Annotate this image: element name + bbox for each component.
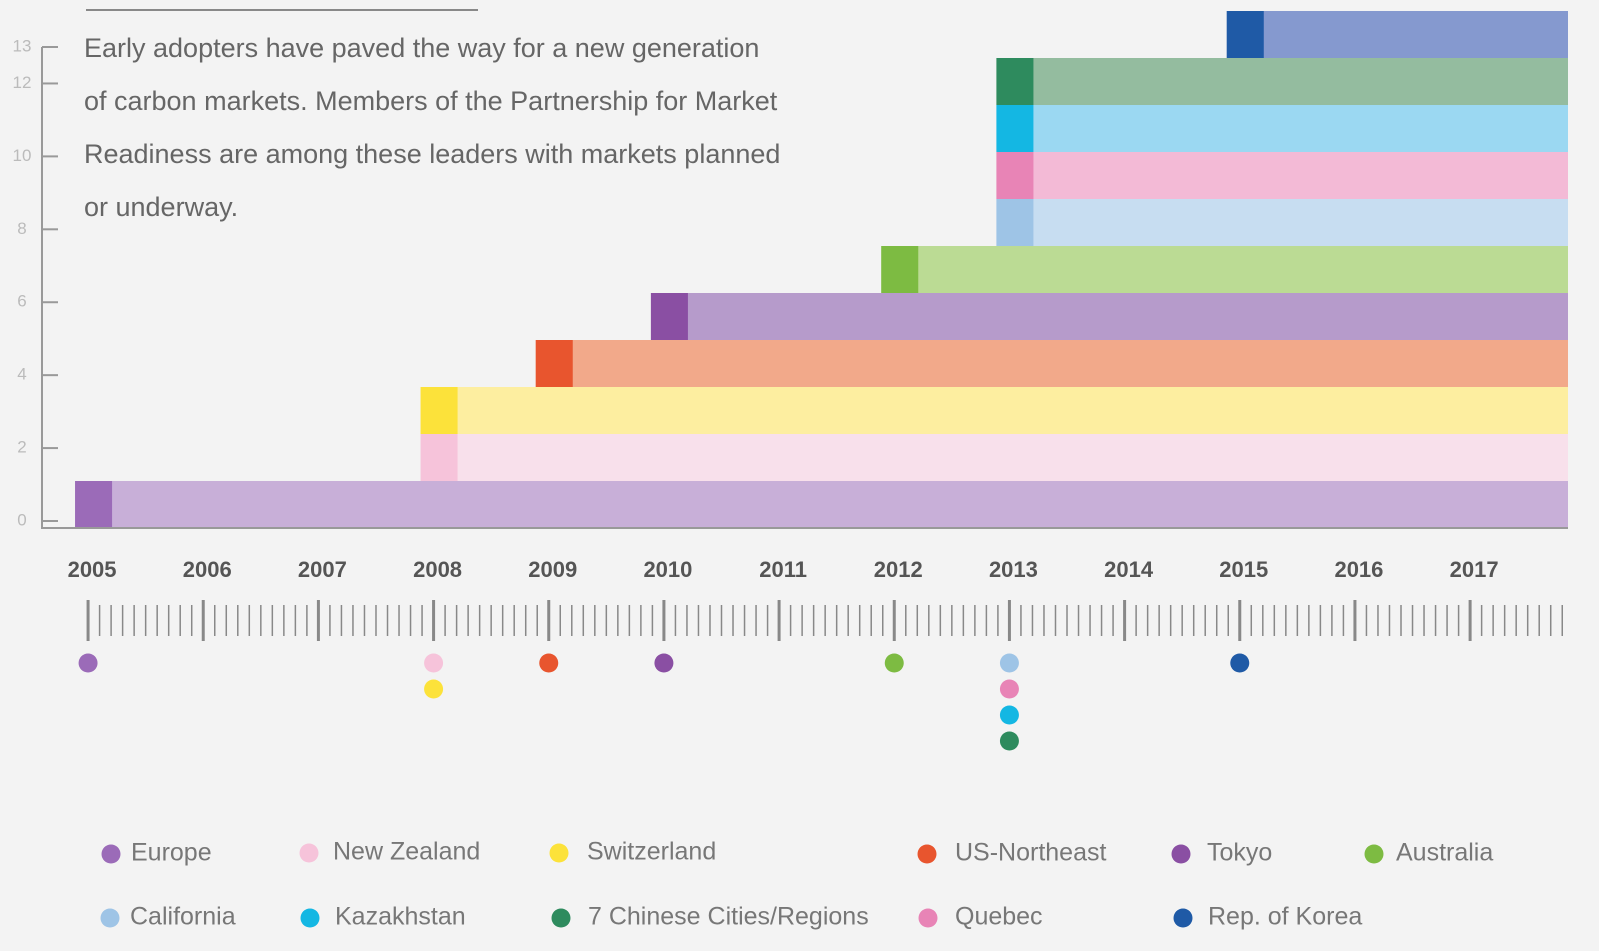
start-dot: [1230, 653, 1250, 673]
market-start-block: [996, 199, 1034, 246]
market-start-block: [420, 387, 458, 434]
start-dot: [424, 679, 444, 699]
x-tick-label: 2017: [1450, 557, 1499, 582]
intro-text: of carbon markets. Members of the Partne…: [84, 86, 778, 116]
legend-dot: [1364, 844, 1384, 864]
y-tick-label: 2: [17, 438, 26, 457]
start-dot: [424, 653, 444, 673]
start-dot: [78, 653, 98, 673]
market-bar: [420, 434, 1568, 481]
market-start-block: [881, 246, 919, 293]
start-dot: [999, 679, 1019, 699]
x-tick-label: 2006: [183, 557, 232, 582]
intro-text: Readiness are among these leaders with m…: [84, 139, 780, 169]
market-bar: [996, 58, 1568, 105]
y-tick-label: 13: [13, 36, 32, 55]
y-tick-label: 10: [13, 146, 32, 165]
start-dot: [999, 653, 1019, 673]
x-tick-label: 2015: [1219, 557, 1268, 582]
market-bar: [996, 105, 1568, 152]
y-tick-label: 0: [17, 510, 26, 529]
legend-dot: [549, 843, 569, 863]
legend-label: Australia: [1396, 839, 1493, 867]
x-tick-label: 2013: [989, 557, 1038, 582]
legend-dot: [551, 908, 571, 928]
legend-dot: [300, 908, 320, 928]
legend-label: New Zealand: [333, 838, 480, 866]
market-start-block: [996, 152, 1034, 199]
market-bar: [1226, 11, 1568, 58]
legend-dot: [299, 843, 319, 863]
start-dot: [999, 705, 1019, 725]
legend-label: Switzerland: [587, 838, 716, 866]
market-start-block: [420, 434, 458, 481]
market-bar: [420, 387, 1568, 434]
start-dot: [999, 731, 1019, 751]
legend-label: 7 Chinese Cities/Regions: [588, 903, 869, 931]
legend-dot: [1173, 908, 1193, 928]
intro-text: or underway.: [84, 192, 238, 222]
legend-dot: [100, 908, 120, 928]
legend-label: Rep. of Korea: [1208, 903, 1362, 931]
legend-label: Kazakhstan: [335, 903, 466, 931]
y-tick-label: 8: [17, 219, 26, 238]
y-tick-label: 6: [17, 292, 26, 311]
legend-dot: [918, 908, 938, 928]
market-start-block: [75, 481, 113, 528]
legend-label: Quebec: [955, 903, 1043, 931]
market-bar: [75, 481, 1569, 528]
x-tick-label: 2007: [298, 557, 347, 582]
market-bar: [996, 199, 1568, 246]
x-tick-label: 2009: [528, 557, 577, 582]
intro-text: Early adopters have paved the way for a …: [84, 33, 759, 63]
start-dot: [654, 653, 674, 673]
x-tick-label: 2014: [1104, 557, 1154, 582]
market-bar: [881, 246, 1568, 293]
x-tick-label: 2016: [1334, 557, 1383, 582]
market-start-block: [996, 58, 1034, 105]
start-dot: [539, 653, 559, 673]
x-tick-label: 2005: [68, 557, 117, 582]
x-tick-label: 2011: [759, 557, 807, 582]
market-bar: [996, 152, 1568, 199]
x-tick-label: 2008: [413, 557, 462, 582]
x-tick-label: 2012: [874, 557, 923, 582]
x-tick-label: 2010: [643, 557, 692, 582]
legend-label: US-Northeast: [955, 839, 1106, 867]
legend-label: Tokyo: [1207, 839, 1272, 867]
market-start-block: [996, 105, 1034, 152]
market-start-block: [535, 340, 573, 387]
legend-dot: [917, 844, 937, 864]
y-tick-label: 12: [13, 73, 32, 92]
market-start-block: [1226, 11, 1264, 58]
y-tick-label: 4: [17, 365, 26, 384]
market-bar: [650, 293, 1568, 340]
legend-dot: [1171, 844, 1191, 864]
bars: [75, 11, 1569, 528]
market-bar: [535, 340, 1568, 387]
market-start-block: [650, 293, 688, 340]
start-dot: [884, 653, 904, 673]
legend-label: California: [130, 903, 236, 931]
legend-label: Europe: [131, 839, 212, 867]
legend-dot: [101, 844, 121, 864]
